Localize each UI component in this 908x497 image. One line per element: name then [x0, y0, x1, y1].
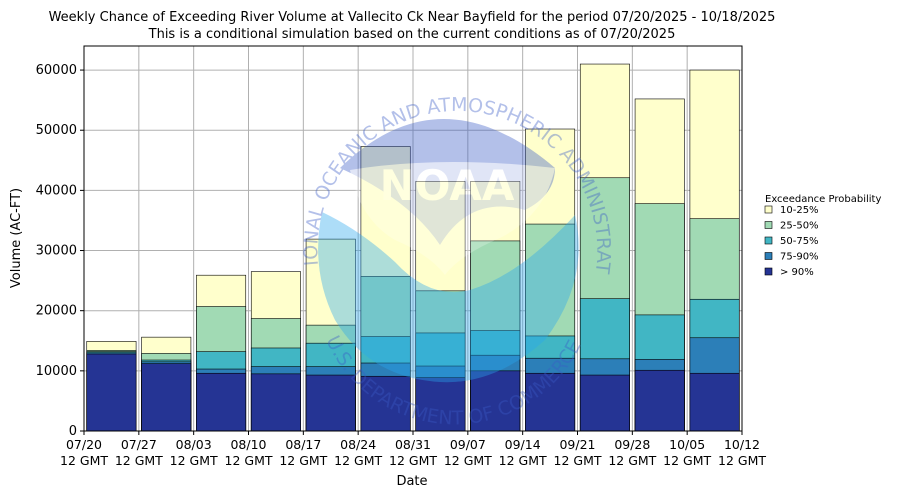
x-tick-label-time: 12 GMT	[663, 453, 711, 468]
noaa-logo-text: NOAA	[380, 161, 515, 210]
y-tick-label: 20000	[36, 304, 77, 319]
x-tick-label-time: 12 GMT	[170, 453, 218, 468]
legend: Exceedance Probability 10-25% 25-50% 50-75…	[764, 194, 881, 278]
legend-label: > 90%	[780, 267, 814, 278]
x-tick-label-time: 12 GMT	[608, 453, 656, 468]
x-tick-label-date: 07/27	[121, 437, 157, 452]
x-tick-label-date: 08/31	[395, 437, 431, 452]
y-tick-label: 0	[69, 424, 77, 439]
noaa-logo-dark-half	[340, 119, 555, 245]
x-tick-label-time: 12 GMT	[279, 453, 327, 468]
y-tick-label: 50000	[36, 123, 77, 138]
noaa-logo-light-half	[318, 212, 579, 383]
legend-swatch	[764, 221, 773, 229]
x-tick-label-date: 08/03	[176, 437, 212, 452]
bar-09-21--90-	[579, 374, 630, 432]
y-axis: 0 10000 20000 30000 40000 50000 60000	[36, 63, 84, 439]
bar-09-28--90-	[634, 369, 685, 432]
x-axis-label: Date	[396, 474, 427, 489]
legend-label: 25-50%	[780, 221, 819, 232]
legend-swatch	[764, 236, 773, 245]
x-tick-label-time: 12 GMT	[225, 453, 273, 468]
x-tick-label-date: 08/10	[230, 437, 266, 452]
x-tick-label-date: 09/21	[559, 437, 595, 452]
x-tick-label-date: 08/17	[285, 437, 321, 452]
y-tick-label: 10000	[36, 364, 77, 379]
bar-08-31--90-	[415, 377, 466, 432]
x-tick-label-date: 08/24	[340, 437, 376, 452]
x-tick-label-date: 10/12	[724, 437, 760, 452]
x-tick-label-date: 10/05	[669, 437, 705, 452]
x-tick-label-time: 12 GMT	[60, 453, 108, 468]
x-tick-label-time: 12 GMT	[115, 453, 163, 468]
legend-swatch	[764, 267, 773, 276]
y-tick-label: 40000	[36, 183, 77, 198]
bar-07-20--90-	[86, 353, 137, 432]
x-tick-label-time: 12 GMT	[499, 453, 547, 468]
bar-07-27--90-	[141, 363, 192, 432]
legend-title: Exceedance Probability	[765, 194, 881, 205]
bar-08-03--90-	[196, 372, 247, 432]
x-tick-label-time: 12 GMT	[334, 453, 382, 468]
chart-title-line2: This is a conditional simulation based o…	[148, 27, 676, 42]
bar-08-24--90-	[360, 375, 411, 432]
bar-08-10--90-	[250, 373, 301, 432]
x-tick-label-date: 09/28	[614, 437, 650, 452]
legend-swatch	[764, 205, 773, 214]
y-axis-label: Volume (AC-FT)	[9, 188, 24, 288]
noaa-logo-bird	[350, 161, 555, 275]
x-tick-label-date: 09/14	[505, 437, 541, 452]
bar-08-17--90-	[305, 374, 356, 432]
x-tick-label-time: 12 GMT	[718, 453, 766, 468]
x-tick-label-date: 07/20	[66, 437, 102, 452]
legend-swatch	[764, 252, 773, 260]
legend-label: 50-75%	[780, 236, 819, 247]
chart-title-line1: Weekly Chance of Exceeding River Volume …	[49, 10, 776, 25]
bar-10-05--90-	[689, 372, 740, 432]
legend-label: 10-25%	[780, 205, 819, 216]
x-tick-label-time: 12 GMT	[389, 453, 437, 468]
y-tick-label: 60000	[36, 63, 77, 78]
x-tick-label-date: 09/07	[450, 437, 486, 452]
bar-09-07--90-	[470, 370, 521, 432]
legend-label: 75-90%	[780, 252, 819, 263]
y-tick-label: 30000	[36, 244, 77, 259]
x-tick-label-time: 12 GMT	[554, 453, 602, 468]
x-tick-label-time: 12 GMT	[444, 453, 492, 468]
